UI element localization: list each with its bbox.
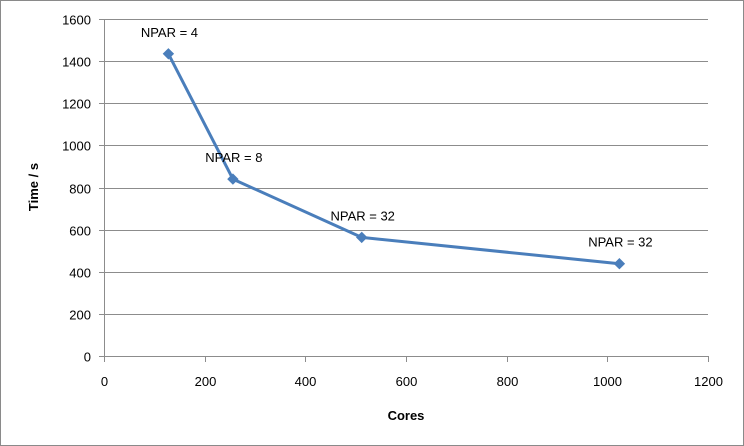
x-axis-title: Cores [388,408,425,423]
y-tick-label: 400 [69,266,91,281]
y-tick-label: 1400 [62,55,91,70]
series-line [167,53,620,266]
x-tick-labels: 0 200 400 600 800 1000 1200 [101,374,723,389]
data-label: NPAR = 4 [141,25,198,40]
y-tick-label: 1000 [62,139,91,154]
y-tick-label: 1600 [62,13,91,28]
axes [99,19,709,362]
series-group [162,48,626,270]
y-tick-label: 0 [84,350,91,365]
y-tick-label: 1200 [62,97,91,112]
data-label: NPAR = 32 [588,235,652,250]
y-axis-title: Time / s [26,163,41,211]
x-tick-label: 1200 [694,374,723,389]
data-label: NPAR = 8 [205,150,262,165]
y-tick-label: 800 [69,182,91,197]
data-point-marker [355,231,368,244]
x-tick-label: 800 [497,374,519,389]
x-tick-label: 1000 [593,374,622,389]
data-label: NPAR = 32 [330,208,394,223]
gridlines [104,19,708,315]
y-tick-labels: 0 200 400 600 800 1000 1200 1400 1600 [62,13,91,365]
data-point-marker [227,173,239,185]
y-tick-label: 200 [69,308,91,323]
x-tick-label: 400 [295,374,317,389]
x-tick-label: 600 [396,374,418,389]
data-labels: NPAR = 4 NPAR = 8 NPAR = 32 NPAR = 32 [141,25,653,250]
x-tick-label: 0 [101,374,108,389]
y-tick-label: 600 [69,224,91,239]
x-tick-label: 200 [195,374,217,389]
data-point-marker [162,48,175,60]
data-point-marker [613,257,626,270]
